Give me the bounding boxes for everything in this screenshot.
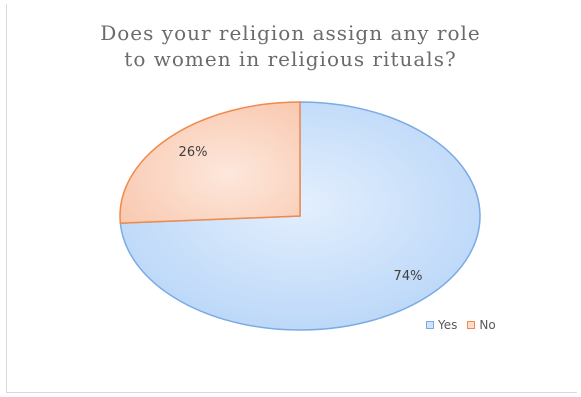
chart-title: Does your religion assign any role to wo… <box>0 20 581 72</box>
data-label-yes: 74% <box>394 269 423 284</box>
chart-legend: Yes No <box>426 318 506 332</box>
legend-label-yes: Yes <box>438 318 458 332</box>
legend-item-no: No <box>467 318 496 332</box>
pie-slice-no <box>119 101 301 224</box>
legend-swatch-yes <box>426 321 434 329</box>
data-label-no: 26% <box>179 145 208 160</box>
legend-label-no: No <box>479 318 496 332</box>
chart-title-line-1: Does your religion assign any role <box>100 21 481 45</box>
legend-swatch-no <box>467 321 476 329</box>
chart-title-line-2: to women in religious rituals? <box>124 47 457 71</box>
chart-frame <box>6 4 577 393</box>
legend-item-yes: Yes <box>426 318 457 332</box>
